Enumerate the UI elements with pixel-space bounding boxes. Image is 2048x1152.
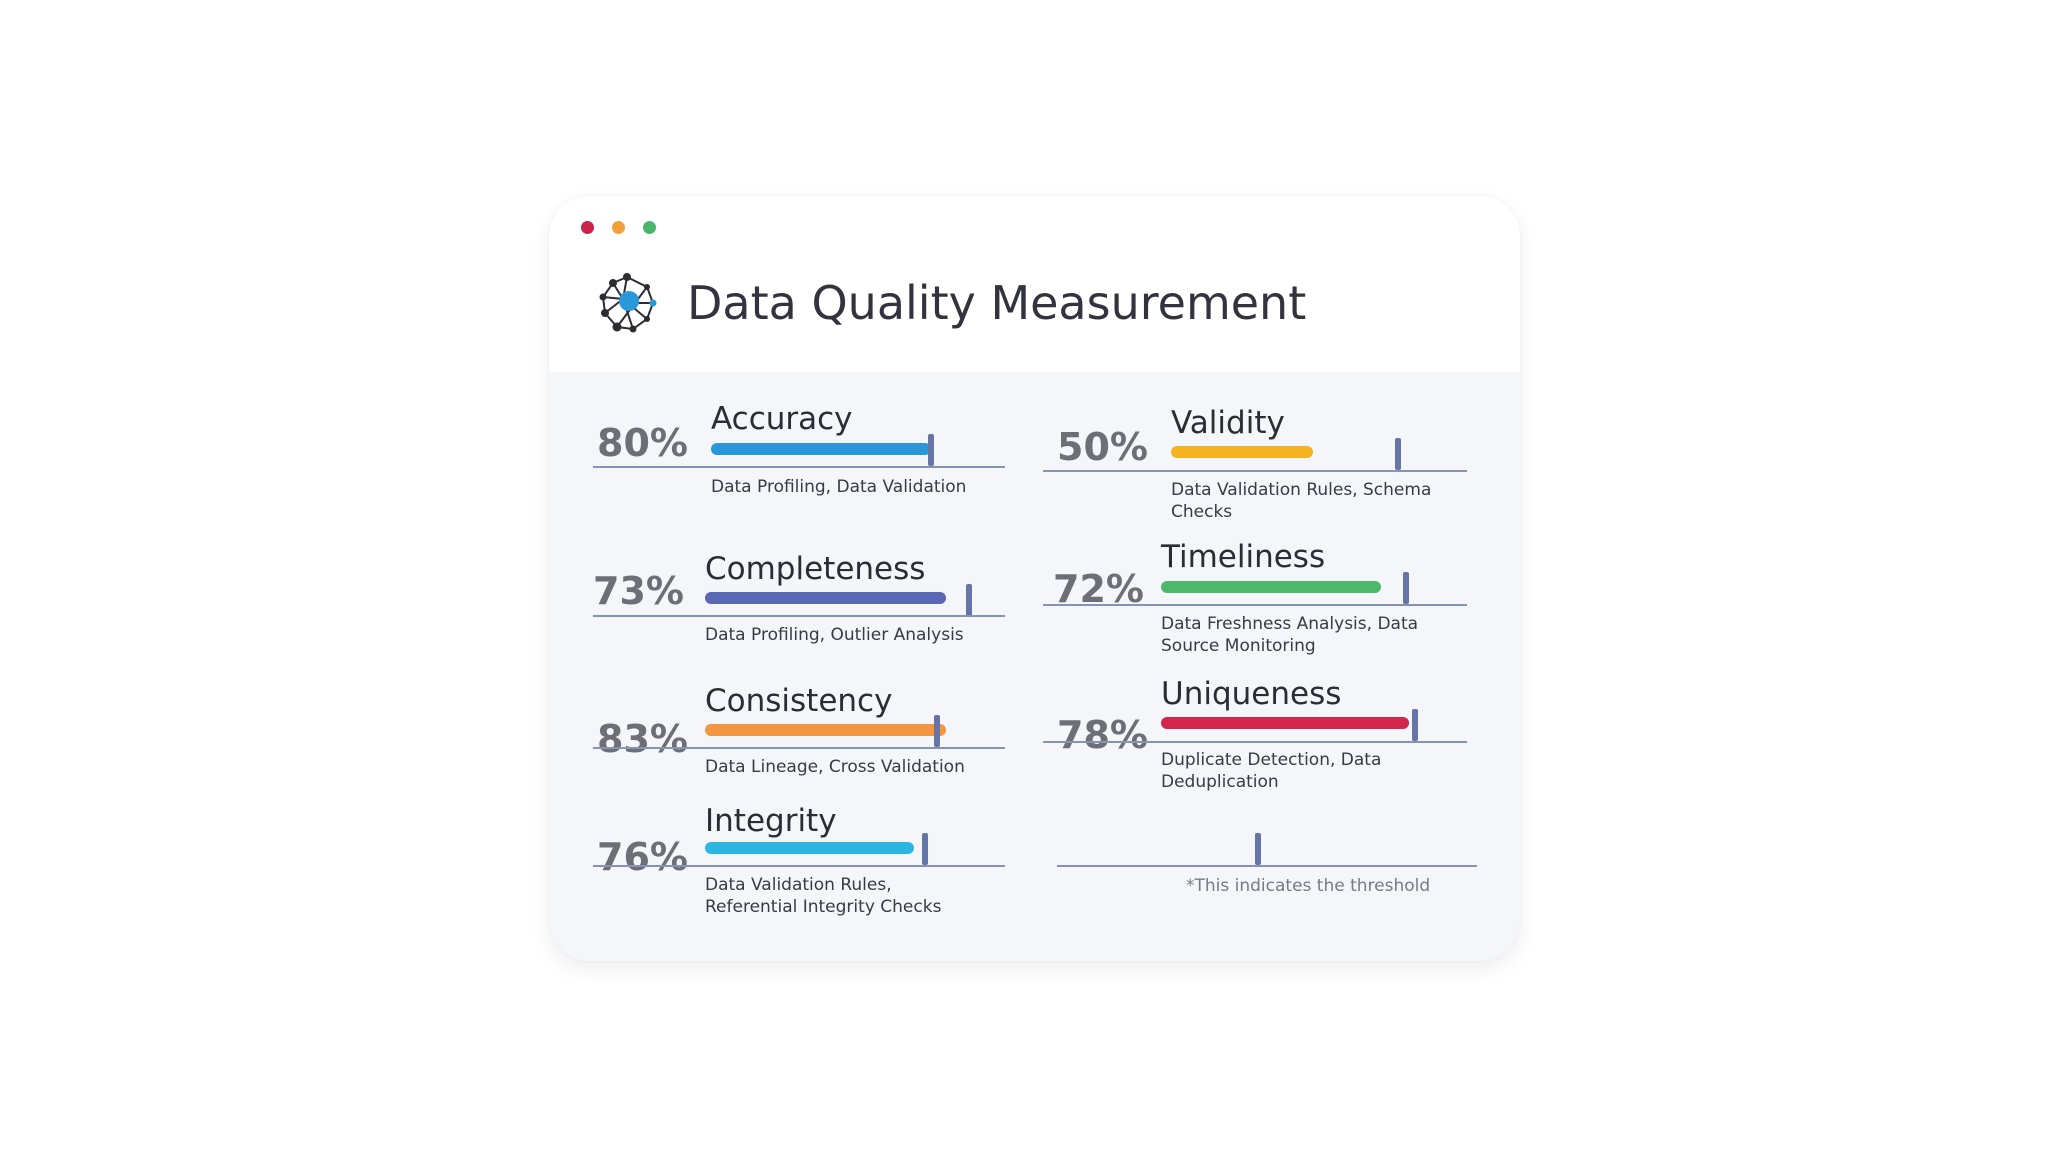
metric-description: Data Lineage, Cross Validation: [705, 757, 965, 777]
metric-bar: [711, 443, 931, 455]
minimize-dot[interactable]: [612, 221, 625, 234]
threshold-marker: [966, 584, 972, 616]
metric-description: Data Profiling, Data Validation: [711, 477, 967, 497]
baseline: [593, 466, 1005, 468]
metric-description: Data Freshness Analysis, Data Source Mon…: [1161, 614, 1419, 656]
threshold-marker-sample: [1255, 833, 1261, 865]
metric-name: Accuracy: [711, 401, 853, 437]
baseline: [593, 615, 1005, 617]
metric-name: Consistency: [705, 683, 893, 719]
baseline: [1043, 604, 1467, 606]
baseline: [1043, 470, 1467, 472]
page-title: Data Quality Measurement: [687, 276, 1307, 330]
threshold-marker: [922, 833, 928, 865]
metric-name: Validity: [1171, 405, 1285, 441]
metric-name: Timeliness: [1161, 539, 1326, 575]
window-header: Data Quality Measurement: [549, 196, 1520, 372]
threshold-marker: [934, 715, 940, 747]
legend-baseline: [1057, 865, 1477, 867]
threshold-marker: [1403, 572, 1409, 604]
metric-percent: 78%: [1057, 713, 1148, 757]
metric-bar: [705, 842, 914, 854]
metric-bar: [1171, 446, 1313, 458]
threshold-note: *This indicates the threshold: [1186, 876, 1431, 896]
metric-bar: [705, 724, 946, 736]
metric-description: Data Validation Rules, Schema Checks: [1171, 480, 1432, 522]
metric-bar: [1161, 581, 1381, 593]
dashboard-window: Data Quality Measurement 80% Accuracy Da…: [549, 196, 1520, 961]
title-row: Data Quality Measurement: [593, 268, 1306, 338]
metric-percent: 76%: [597, 835, 688, 879]
maximize-dot[interactable]: [643, 221, 656, 234]
metric-percent: 80%: [597, 421, 688, 465]
threshold-marker: [928, 434, 934, 466]
metric-name: Uniqueness: [1161, 676, 1342, 712]
close-dot[interactable]: [581, 221, 594, 234]
metric-bar: [705, 592, 946, 604]
baseline: [593, 865, 1005, 867]
metric-description: Data Validation Rules, Referential Integ…: [705, 875, 942, 917]
metric-percent: 72%: [1053, 567, 1144, 611]
metric-percent: 83%: [597, 717, 688, 761]
metric-name: Integrity: [705, 803, 837, 839]
threshold-marker: [1412, 709, 1418, 741]
threshold-marker: [1395, 438, 1401, 470]
metric-description: Data Profiling, Outlier Analysis: [705, 625, 964, 645]
metric-description: Duplicate Detection, Data Deduplication: [1161, 750, 1382, 792]
metric-percent: 73%: [593, 569, 684, 613]
network-globe-icon: [599, 273, 657, 333]
metric-name: Completeness: [705, 551, 926, 587]
baseline: [1043, 741, 1467, 743]
metric-bar: [1161, 717, 1409, 729]
baseline: [593, 747, 1005, 749]
metric-percent: 50%: [1057, 425, 1148, 469]
